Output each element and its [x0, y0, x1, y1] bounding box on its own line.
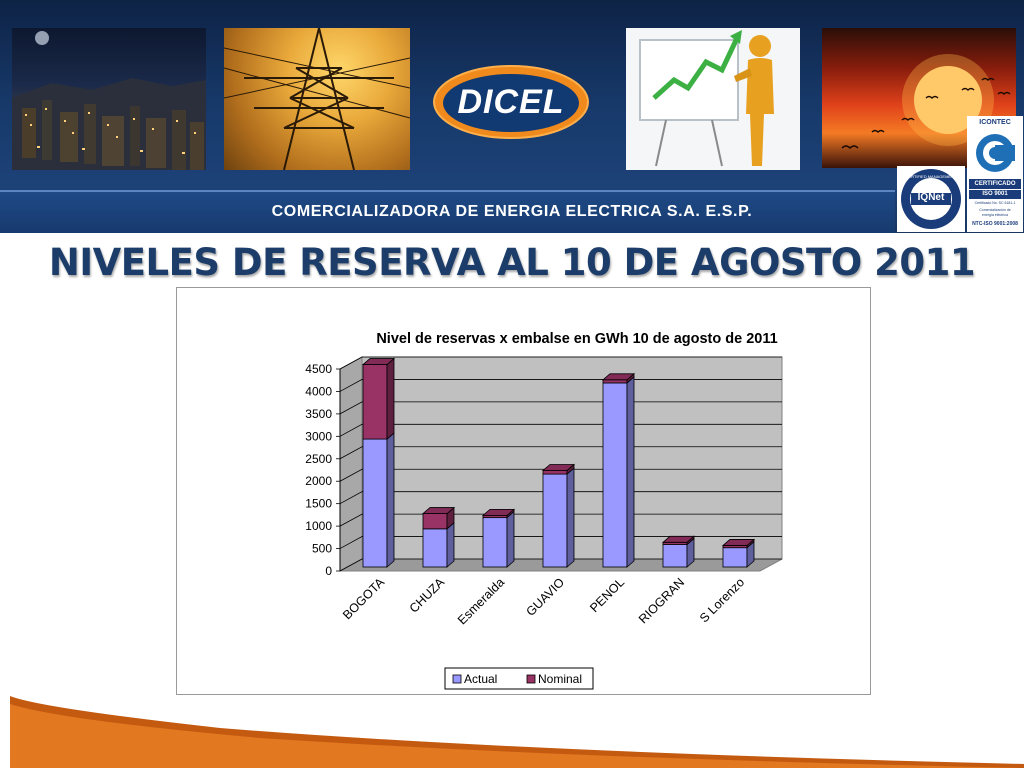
bar-nominal-chuza-front: [422, 513, 448, 530]
legend-box: [444, 667, 594, 690]
bar-actual-esmeralda-side: [506, 510, 515, 568]
gridline: [339, 446, 782, 460]
bar-actual-s-lorenzo-front: [722, 547, 748, 568]
plot-side-wall: [339, 356, 363, 572]
bar-nominal-penol-top: [601, 373, 636, 381]
bar-stack-penol: [601, 372, 636, 568]
bar-stack-s-lorenzo: [721, 538, 756, 568]
chart-bars: [361, 357, 756, 568]
city-night-photo: [12, 28, 206, 170]
x-axis-tick-labels: BOGOTA CHUZA Esmeralda GUAVIO PENOL RIOGRAN S …: [340, 575, 747, 628]
presenter-growth-chart-photo: [626, 28, 800, 170]
icontec-scope-line2: energía eléctrica: [982, 213, 1008, 217]
icontec-cert-no: Certificado No. SC 6181-1: [974, 201, 1016, 205]
bar-actual-penol-side: [626, 376, 635, 568]
y-tick-label: 0: [325, 564, 332, 578]
bar-nominal-bogota-top: [361, 358, 396, 365]
company-name: COMERCIALIZADORA DE ENERGIA ELECTRICA S.…: [271, 203, 753, 220]
power-tower-photo: [224, 28, 410, 170]
gridline: [339, 356, 782, 370]
icontec-standard: ISO 9001: [969, 190, 1021, 199]
bar-actual-bogota-front: [362, 438, 388, 568]
gridline: [339, 491, 782, 505]
chart-title: Nivel de reservas x embalse en GWh 10 de…: [376, 331, 777, 347]
legend-label-actual: Actual: [464, 672, 497, 686]
bar-actual-chuza-front: [422, 528, 448, 568]
reserve-levels-chart: Nivel de reservas x embalse en GWh 10 de…: [176, 287, 871, 695]
y-tick-label: 2500: [305, 452, 332, 466]
gridline: [339, 513, 782, 527]
chart-canvas: Nivel de reservas x embalse en GWh 10 de…: [305, 331, 783, 690]
bar-actual-guavio-side: [566, 467, 575, 568]
bar-actual-riogran-front: [662, 544, 688, 568]
bar-nominal-bogota-front: [362, 364, 388, 440]
x-tick-label: BOGOTA: [340, 575, 388, 623]
bar-nominal-penol-front: [602, 379, 628, 384]
bar-nominal-riogran-top: [661, 535, 696, 543]
gridline: [339, 536, 782, 549]
icontec-scope-line1: Comercialización de: [979, 208, 1011, 212]
y-axis-tick-labels: 0 500 1000 1500 2000 2500 3000 3500 4000 4500: [305, 362, 332, 578]
x-tick-label: S Lorenzo: [697, 575, 747, 625]
iqnet-center-text: IQNet: [917, 192, 945, 203]
bar-actual-chuza-side: [446, 521, 455, 568]
icontec-badge: CERTIFICADO: [969, 179, 1021, 189]
y-tick-label: 2000: [305, 474, 332, 488]
bar-nominal-s-lorenzo-top: [721, 539, 756, 546]
legend-swatch-actual: [452, 674, 462, 684]
dicel-logo: DICEL: [432, 63, 590, 141]
gridline: [339, 379, 782, 392]
y-tick-label: 1500: [305, 497, 332, 511]
bar-nominal-bogota-side: [386, 357, 395, 440]
gridline: [339, 558, 782, 572]
bar-actual-bogota-side: [386, 432, 395, 568]
bar-nominal-guavio-front: [542, 470, 568, 475]
x-tick-label: GUAVIO: [523, 575, 567, 619]
bar-actual-guavio-front: [542, 473, 568, 568]
bar-nominal-chuza-top: [421, 507, 456, 514]
y-tick-label: 4500: [305, 362, 332, 376]
legend-swatch-nominal: [526, 674, 536, 684]
bar-stack-guavio: [541, 463, 576, 568]
bar-nominal-guavio-top: [541, 464, 576, 471]
bottom-decorative-swoosh: [10, 696, 1024, 768]
y-tick-label: 3000: [305, 429, 332, 443]
gridline: [339, 468, 782, 482]
bar-nominal-esmeralda-top: [481, 508, 516, 516]
bar-stack-riogran: [661, 535, 696, 568]
icontec-brand: ICONTEC: [979, 119, 1011, 126]
y-tick-label: 4000: [305, 384, 332, 398]
x-tick-label: PENOL: [587, 575, 627, 615]
bar-actual-esmeralda-front: [482, 517, 508, 568]
chart-legend: Actual Nominal: [444, 667, 594, 690]
icontec-certification-seal: ICONTEC CERTIFICADO ISO 9001 Certificado…: [967, 116, 1023, 232]
icontec-ntc: NTC-ISO 9001:2008: [972, 221, 1018, 227]
iqnet-certification-seal: IQNet CERTIFIED MANAGEMENT SYSTEM: [897, 166, 965, 232]
slide-title: NIVELES DE RESERVA AL 10 DE AGOSTO 2011: [48, 241, 976, 284]
logo-text: DICEL: [457, 83, 565, 121]
bar-actual-penol-front: [602, 382, 628, 568]
y-tick-label: 1000: [305, 519, 332, 533]
legend-label-nominal: Nominal: [538, 672, 582, 686]
chart-gridlines: [336, 356, 782, 572]
x-tick-label: CHUZA: [407, 575, 448, 616]
gridline: [339, 401, 782, 415]
company-name-band: [0, 190, 895, 233]
x-tick-label: RIOGRAN: [636, 575, 687, 626]
iqnet-ring-text: CERTIFIED MANAGEMENT SYSTEM: [905, 174, 957, 184]
x-tick-label: Esmeralda: [455, 575, 507, 627]
gridline: [339, 423, 782, 437]
bar-stack-esmeralda: [481, 508, 516, 568]
header-banner: DICEL COMERCIALIZADORA DE ENERGIA ELE: [0, 0, 1024, 233]
bar-stack-chuza: [421, 506, 456, 568]
bar-stack-bogota: [361, 357, 396, 568]
y-tick-label: 500: [312, 542, 332, 556]
y-tick-label: 3500: [305, 407, 332, 421]
